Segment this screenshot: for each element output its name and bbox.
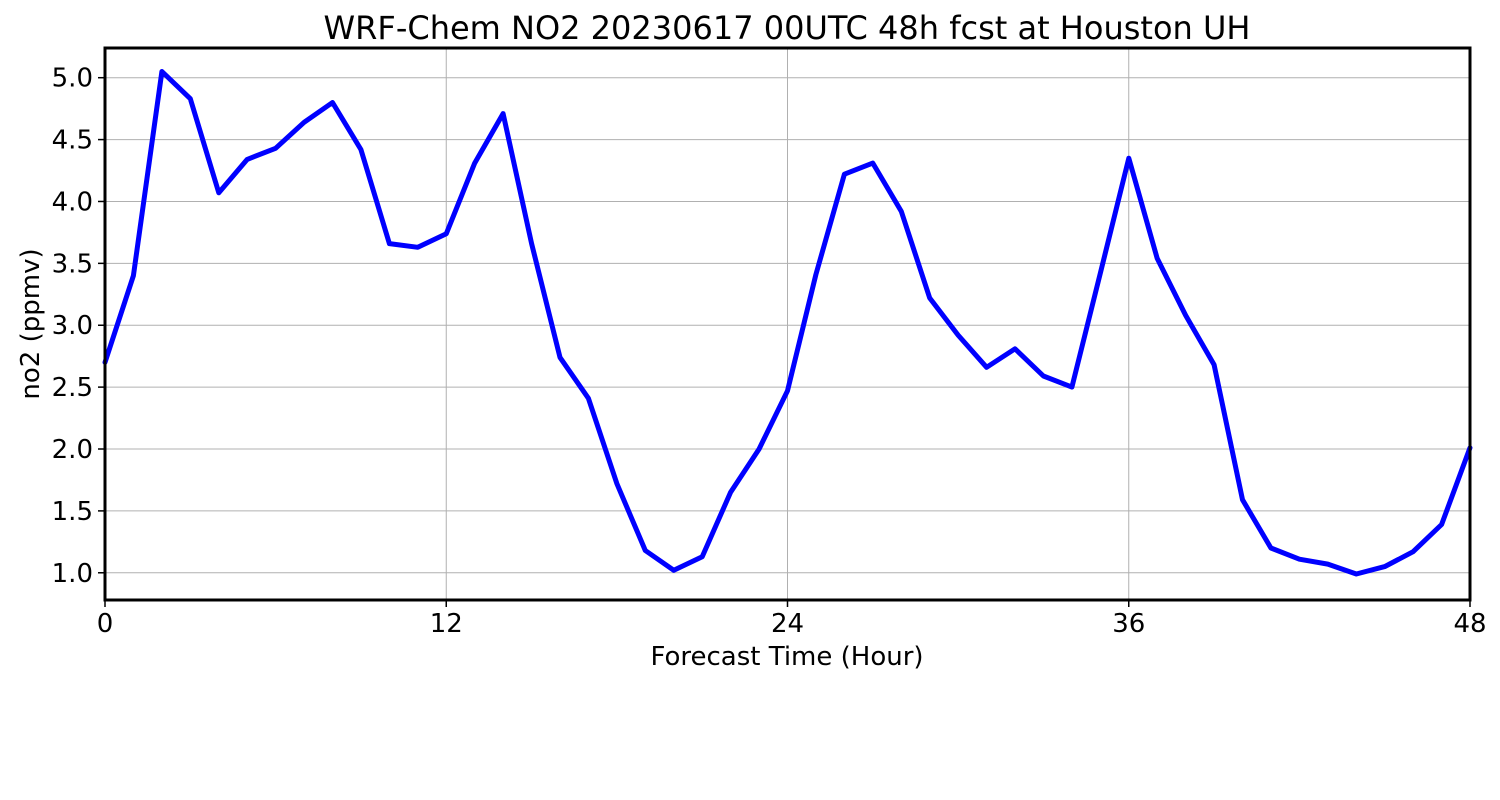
x-tick-label: 36 <box>1112 609 1145 639</box>
y-tick-label: 1.5 <box>52 497 93 527</box>
y-tick-label: 4.5 <box>52 126 93 156</box>
y-tick-label: 3.0 <box>52 311 93 341</box>
x-axis-label: Forecast Time (Hour) <box>650 642 923 672</box>
x-tick-label: 12 <box>430 609 463 639</box>
y-tick-label: 5.0 <box>52 64 93 94</box>
y-axis-label: no2 (ppmv) <box>16 248 46 399</box>
y-axis-ticks: 1.0 1.5 2.0 2.5 3.0 3.5 4.0 4.5 5.0 <box>52 64 105 589</box>
grid <box>104 48 1471 600</box>
x-tick-label: 0 <box>97 609 114 639</box>
no2-series-line <box>102 69 1473 577</box>
chart-title: WRF-Chem NO2 20230617 00UTC 48h fcst at … <box>324 9 1251 47</box>
x-axis-ticks: 0 12 24 36 48 <box>97 600 1487 639</box>
y-tick-label: 4.0 <box>52 187 93 217</box>
y-tick-label: 3.5 <box>52 249 93 279</box>
y-tick-label: 1.0 <box>52 559 93 589</box>
y-tick-label: 2.0 <box>52 435 93 465</box>
x-tick-label: 48 <box>1453 609 1486 639</box>
series-layer <box>102 69 1473 577</box>
y-tick-label: 2.5 <box>52 373 93 403</box>
x-tick-label: 24 <box>771 609 804 639</box>
